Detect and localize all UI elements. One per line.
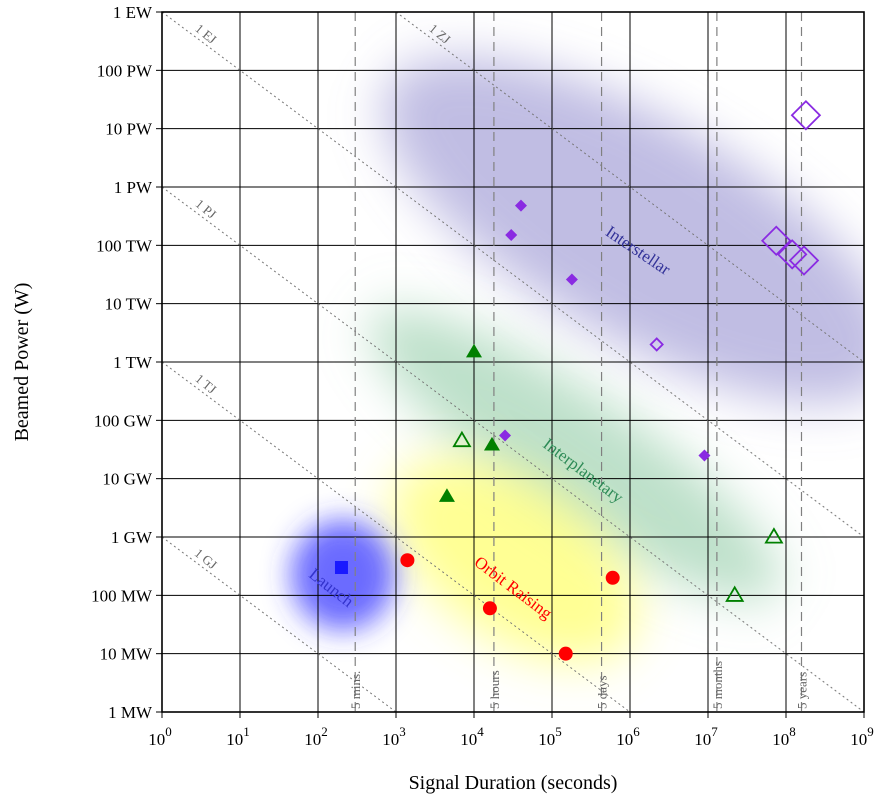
y-tick-label: 10 TW bbox=[105, 295, 153, 314]
x-tick-label: 100 bbox=[148, 724, 172, 749]
data-point-triangle bbox=[438, 488, 455, 502]
energy-line bbox=[162, 536, 397, 712]
x-tick-label: 103 bbox=[382, 724, 406, 749]
duration-marker-label: 5 days bbox=[595, 675, 610, 709]
data-point-diamond bbox=[514, 199, 527, 212]
y-tick-label: 10 MW bbox=[100, 645, 153, 664]
data-point-diamond bbox=[760, 225, 792, 256]
data-point-circle bbox=[605, 570, 620, 585]
y-tick-label: 100 PW bbox=[97, 61, 153, 80]
x-tick-label: 109 bbox=[850, 724, 874, 749]
x-tick-label: 107 bbox=[694, 724, 718, 749]
x-tick-label: 104 bbox=[460, 724, 484, 749]
data-point-diamond bbox=[698, 449, 711, 462]
region-layer bbox=[291, 56, 864, 663]
y-tick-label: 1 TW bbox=[113, 353, 153, 372]
data-point-triangle bbox=[764, 527, 784, 544]
x-tick-label: 106 bbox=[616, 724, 640, 749]
y-tick-label: 100 GW bbox=[94, 411, 153, 430]
region-orbit-raising bbox=[391, 457, 639, 663]
y-tick-label: 1 MW bbox=[108, 703, 153, 722]
x-tick-label: 101 bbox=[226, 724, 250, 749]
energy-line-label: 1 PJ bbox=[193, 196, 220, 222]
x-tick-label: 102 bbox=[304, 724, 328, 749]
data-point-diamond bbox=[565, 273, 578, 286]
data-point-circle bbox=[482, 601, 497, 616]
x-tick-label: 108 bbox=[772, 724, 796, 749]
energy-line-label: 1 GJ bbox=[192, 545, 220, 572]
region-interplanetary bbox=[368, 308, 782, 602]
data-point-diamond bbox=[790, 99, 822, 131]
y-tick-label: 1 EW bbox=[113, 3, 153, 22]
data-point-square bbox=[334, 561, 348, 575]
energy-line-label: 1 ZJ bbox=[426, 21, 453, 47]
data-point-circle bbox=[558, 646, 573, 661]
data-point-diamond bbox=[499, 429, 512, 442]
data-points-layer bbox=[334, 99, 822, 661]
data-point-circle bbox=[400, 553, 415, 568]
y-tick-label: 10 PW bbox=[105, 120, 153, 139]
y-axis-title: Beamed Power (W) bbox=[11, 283, 33, 442]
duration-marker-label: 5 mins. bbox=[348, 671, 363, 709]
data-point-diamond bbox=[788, 245, 820, 276]
y-tick-label: 100 MW bbox=[91, 586, 153, 605]
energy-line-label: 1 EJ bbox=[192, 21, 219, 47]
y-tick-label: 100 TW bbox=[96, 236, 153, 255]
data-point-triangle bbox=[725, 585, 745, 602]
energy-line bbox=[162, 12, 864, 538]
duration-marker-layer: 5 mins. 5 hours 5 days 5 months 5 years bbox=[348, 12, 809, 712]
x-tick-label: 105 bbox=[538, 724, 562, 749]
region-launch bbox=[291, 520, 395, 630]
y-tick-label: 10 GW bbox=[102, 470, 153, 489]
data-point-diamond bbox=[649, 337, 664, 352]
duration-marker-label: 5 hours bbox=[487, 670, 502, 709]
region-interstellar bbox=[382, 56, 864, 404]
x-axis-title: Signal Duration (seconds) bbox=[409, 772, 618, 794]
duration-marker-label: 5 months bbox=[710, 661, 725, 709]
data-point-triangle bbox=[466, 343, 482, 358]
energy-line bbox=[162, 186, 864, 712]
data-point-triangle bbox=[483, 436, 500, 451]
energy-line-label: 1 TJ bbox=[192, 371, 219, 397]
duration-marker-label: 5 years bbox=[794, 672, 809, 709]
data-point-diamond bbox=[505, 229, 518, 242]
data-point-triangle bbox=[452, 430, 472, 448]
y-tick-label: 1 PW bbox=[114, 178, 153, 197]
y-tick-label: 1 GW bbox=[111, 528, 153, 547]
tick-layer: 100 101 102 103 104 105 106 107 108 109 1 MW 10 MW 1… bbox=[91, 3, 874, 749]
